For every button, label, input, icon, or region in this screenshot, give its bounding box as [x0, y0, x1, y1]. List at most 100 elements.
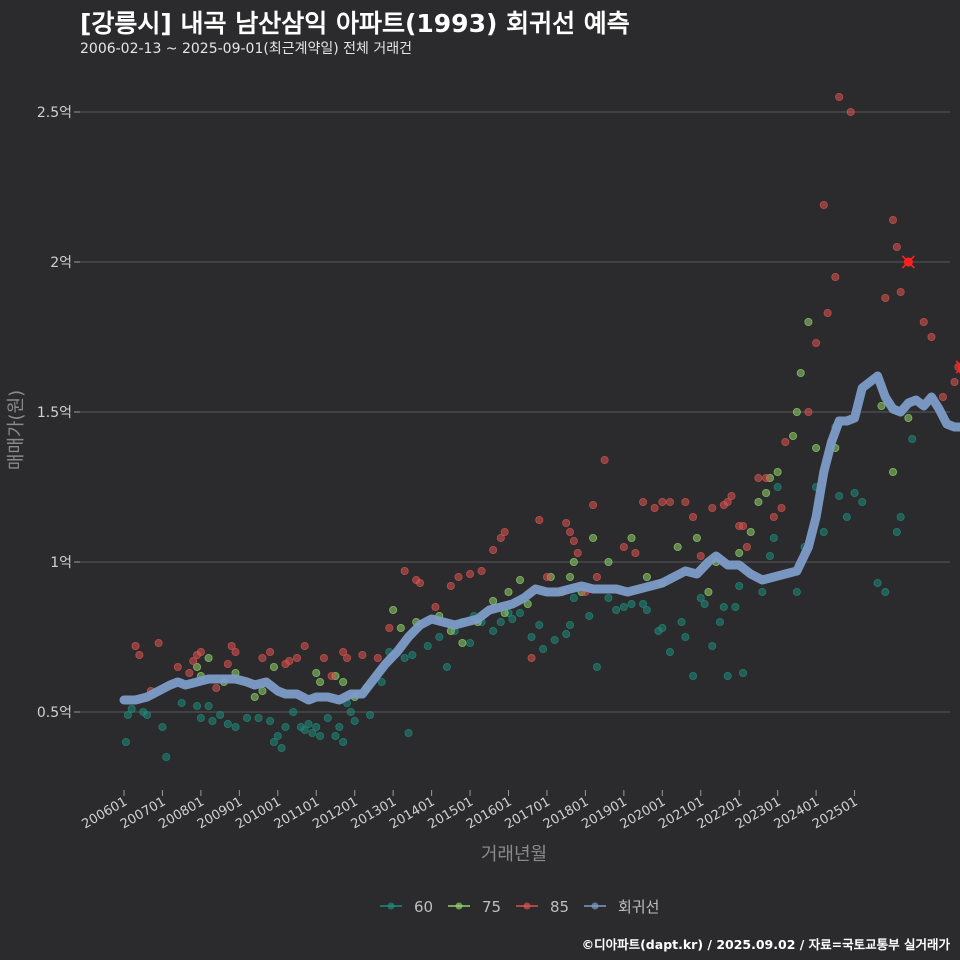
data-point-85: [569, 537, 578, 546]
data-point-60: [254, 714, 263, 723]
data-point-85: [927, 332, 936, 341]
data-point-85: [777, 503, 786, 512]
data-point-85: [189, 657, 198, 666]
data-point-60: [765, 552, 774, 561]
data-point-60: [858, 497, 867, 506]
data-point-60: [642, 606, 651, 615]
data-point-85: [769, 513, 778, 522]
data-point-60: [277, 744, 286, 753]
data-point-60: [204, 702, 213, 711]
data-point-85: [754, 473, 763, 482]
data-point-60: [562, 630, 571, 639]
data-point-60: [289, 708, 298, 717]
data-point-60: [731, 603, 740, 612]
data-point-60: [665, 648, 674, 657]
data-point-85: [489, 546, 498, 555]
data-point-85: [500, 528, 509, 537]
data-point-85: [919, 317, 928, 326]
data-point-85: [889, 215, 898, 224]
grid-lines: [80, 111, 950, 713]
data-point-85: [431, 603, 440, 612]
data-point-75: [792, 407, 801, 416]
data-point-85: [319, 654, 328, 663]
legend-label: 60: [414, 898, 433, 916]
data-point-85: [154, 639, 163, 648]
x-axis-ticks: 2006012007012008012009012010012011012012…: [80, 790, 861, 832]
data-point-60: [121, 738, 130, 747]
data-point-85: [185, 669, 194, 678]
data-point-75: [489, 597, 498, 606]
data-point-60: [539, 645, 548, 654]
data-point-60: [127, 705, 136, 714]
data-point-60: [681, 633, 690, 642]
data-point-60: [308, 729, 317, 738]
data-point-60: [231, 723, 240, 732]
chart-title: [강릉시] 내곡 남산삼익 아파트(1993) 회귀선 예측: [80, 9, 630, 38]
data-point-85: [212, 684, 221, 693]
data-point-75: [812, 443, 821, 452]
data-point-85: [681, 497, 690, 506]
data-point-85: [446, 582, 455, 591]
data-point-85: [938, 392, 947, 401]
data-point-60: [489, 627, 498, 636]
data-point-60: [892, 528, 901, 537]
data-point-85: [266, 648, 275, 657]
data-point-85: [527, 654, 536, 663]
data-point-60: [639, 600, 648, 609]
data-point-85: [373, 654, 382, 663]
data-point-75: [627, 534, 636, 543]
data-point-60: [216, 711, 225, 720]
data-point-85: [573, 549, 582, 558]
data-point-75: [589, 534, 598, 543]
y-axis-label: 매매가(원): [6, 390, 27, 470]
data-point-60: [196, 714, 205, 723]
data-point-60: [339, 738, 348, 747]
data-point-75: [339, 678, 348, 687]
data-point-60: [312, 723, 321, 732]
data-point-60: [719, 603, 728, 612]
data-point-75: [604, 558, 613, 567]
legend-marker: [591, 902, 599, 910]
data-point-85: [846, 108, 855, 117]
data-point-85: [650, 503, 659, 512]
data-point-60: [404, 729, 413, 738]
data-point-75: [569, 558, 578, 567]
y-tick-label: 2억: [50, 255, 72, 271]
data-point-85: [566, 528, 575, 537]
data-point-85: [223, 660, 232, 669]
data-point-75: [204, 654, 213, 663]
data-point-85: [881, 293, 890, 302]
highlight-cross: [901, 255, 915, 269]
data-point-60: [739, 669, 748, 678]
data-point-85: [173, 663, 182, 672]
data-point-85: [542, 573, 551, 582]
highlight-markers: [901, 255, 960, 374]
data-point-60: [896, 513, 905, 522]
data-point-85: [804, 407, 813, 416]
regression-line-path: [119, 371, 960, 705]
data-point-60: [842, 513, 851, 522]
data-point-60: [735, 582, 744, 591]
data-point-85: [600, 455, 609, 464]
data-point-60: [819, 528, 828, 537]
data-point-75: [316, 678, 325, 687]
data-point-85: [454, 573, 463, 582]
data-point-60: [335, 723, 344, 732]
legend: 60 75 85 회귀선: [380, 898, 659, 916]
data-point-60: [223, 720, 232, 729]
data-point-60: [773, 482, 782, 491]
data-point-85: [131, 642, 140, 651]
data-point-60: [612, 606, 621, 615]
data-point-60: [423, 642, 432, 651]
data-point-60: [850, 488, 859, 497]
data-point-60: [527, 633, 536, 642]
data-point-60: [377, 678, 386, 687]
data-point-60: [208, 717, 217, 726]
data-point-60: [435, 633, 444, 642]
legend-marker: [523, 902, 531, 910]
data-point-85: [762, 473, 771, 482]
source-footer: ©디아파트(dapt.kr) / 2025.09.02 / 자료=국토교통부 실…: [581, 937, 950, 952]
data-point-75: [789, 431, 798, 440]
data-point-60: [123, 711, 132, 720]
data-point-85: [562, 519, 571, 528]
